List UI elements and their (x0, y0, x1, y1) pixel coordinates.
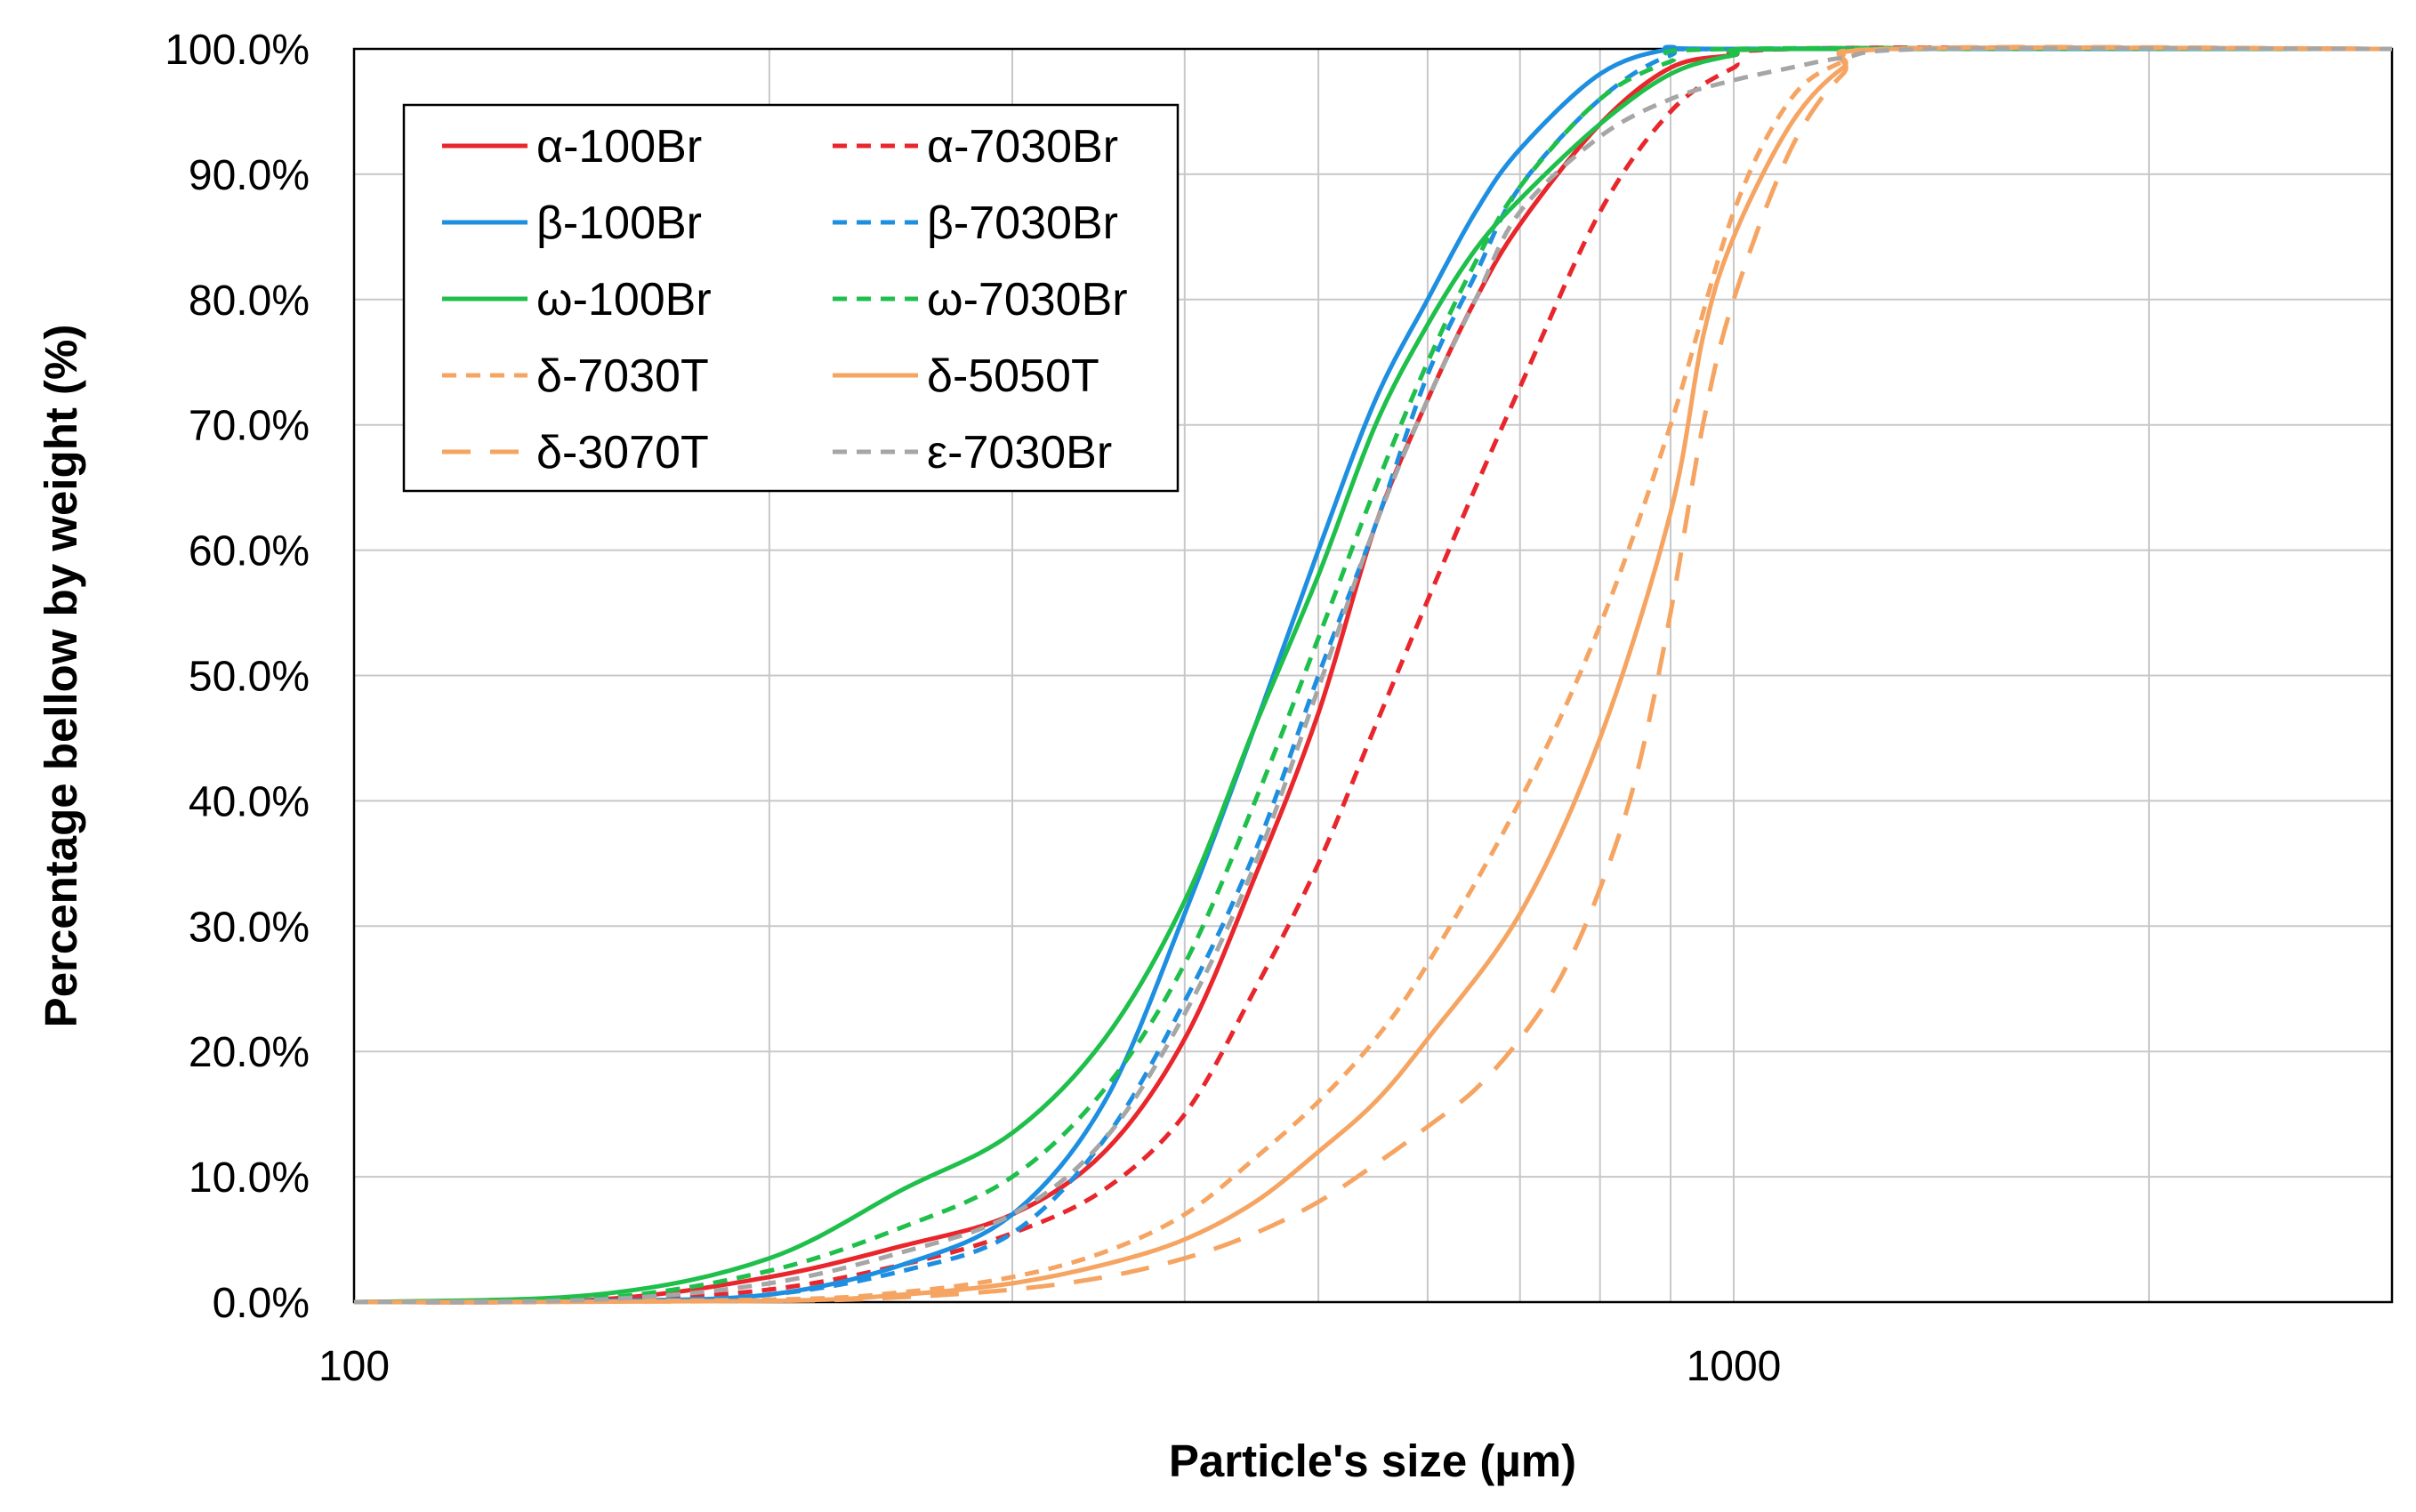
legend-box (402, 103, 1180, 493)
legend-label: δ-3070T (536, 427, 709, 479)
y-tick-label: 0.0% (213, 1280, 310, 1327)
series-line-ε-7030Br (353, 45, 2393, 1305)
series-line-δ-3070T (353, 44, 2393, 1305)
legend-label: ε-7030Br (927, 427, 1112, 479)
y-tick-label: 90.0% (189, 152, 310, 199)
series-line-δ-7030T (353, 45, 2393, 1305)
y-tick-label: 80.0% (189, 277, 310, 325)
legend: α-100Br α-7030Br β-100Br β-7030Br ω-100Br ω-7… (402, 103, 1180, 493)
x-tick-label: 1000 (1687, 1343, 1782, 1390)
series-line-α-7030Br (353, 44, 2393, 1305)
legend-label: ω-100Br (536, 274, 712, 326)
legend-label: δ-7030T (536, 350, 709, 402)
series-lines (353, 44, 2393, 1305)
legend-label: ω-7030Br (927, 274, 1128, 326)
legend-label: α-7030Br (927, 121, 1118, 173)
y-tick-label: 60.0% (189, 528, 310, 575)
legend-label: α-100Br (536, 121, 702, 173)
series-line-ω-7030Br (353, 45, 2393, 1305)
y-axis-title: Percentage bellow by weight (%) (36, 325, 86, 1028)
y-tick-label: 100.0% (165, 27, 310, 74)
series-line-ω-100Br (353, 45, 2393, 1305)
legend-label: β-100Br (536, 197, 702, 249)
x-axis-ticks: 100 1000 (318, 1343, 1781, 1390)
y-tick-label: 10.0% (189, 1154, 310, 1202)
y-tick-label: 50.0% (189, 654, 310, 701)
plot-area-border (352, 47, 2394, 1304)
legend-label: β-7030Br (927, 197, 1118, 249)
y-tick-label: 70.0% (189, 403, 310, 450)
x-tick-label: 100 (318, 1343, 390, 1390)
y-tick-label: 30.0% (189, 904, 310, 951)
y-tick-label: 20.0% (189, 1029, 310, 1076)
legend-label: δ-5050T (927, 350, 1099, 402)
y-tick-label: 40.0% (189, 778, 310, 825)
y-axis-ticks: 0.0% 10.0% 20.0% 30.0% 40.0% 50.0% 60.0% 70.0% 8… (165, 27, 310, 1327)
x-axis-title: Particle's size (µm) (1169, 1436, 1576, 1486)
series-line-δ-5050T (353, 44, 2393, 1305)
